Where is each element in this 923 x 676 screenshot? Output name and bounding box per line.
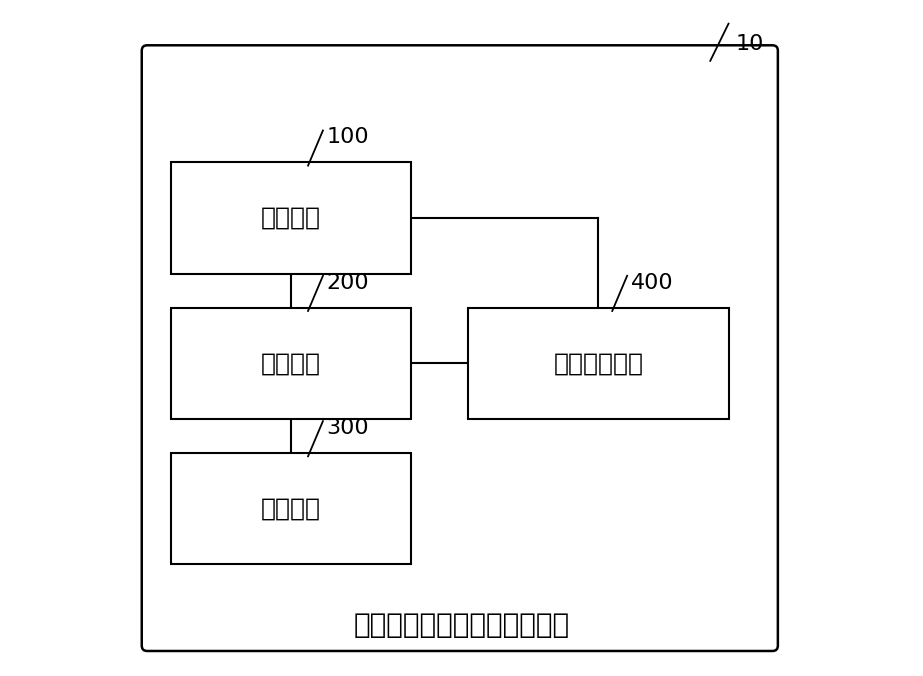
Text: 400: 400 [630,272,673,293]
Bar [171,308,411,419]
Text: 开关使能模块: 开关使能模块 [554,352,643,375]
Text: 100: 100 [327,127,369,147]
Text: 用于吸尘器的锂电池管理电路: 用于吸尘器的锂电池管理电路 [354,611,569,639]
Text: 10: 10 [736,34,763,54]
Bar [171,162,411,274]
Bar [171,453,411,564]
Text: 300: 300 [327,418,369,438]
FancyBboxPatch shape [142,45,778,651]
Bar [468,308,728,419]
Text: 主控模块: 主控模块 [261,352,321,375]
Text: 驱动模块: 驱动模块 [261,497,321,521]
Text: 检测模块: 检测模块 [261,206,321,230]
Text: 200: 200 [327,272,369,293]
